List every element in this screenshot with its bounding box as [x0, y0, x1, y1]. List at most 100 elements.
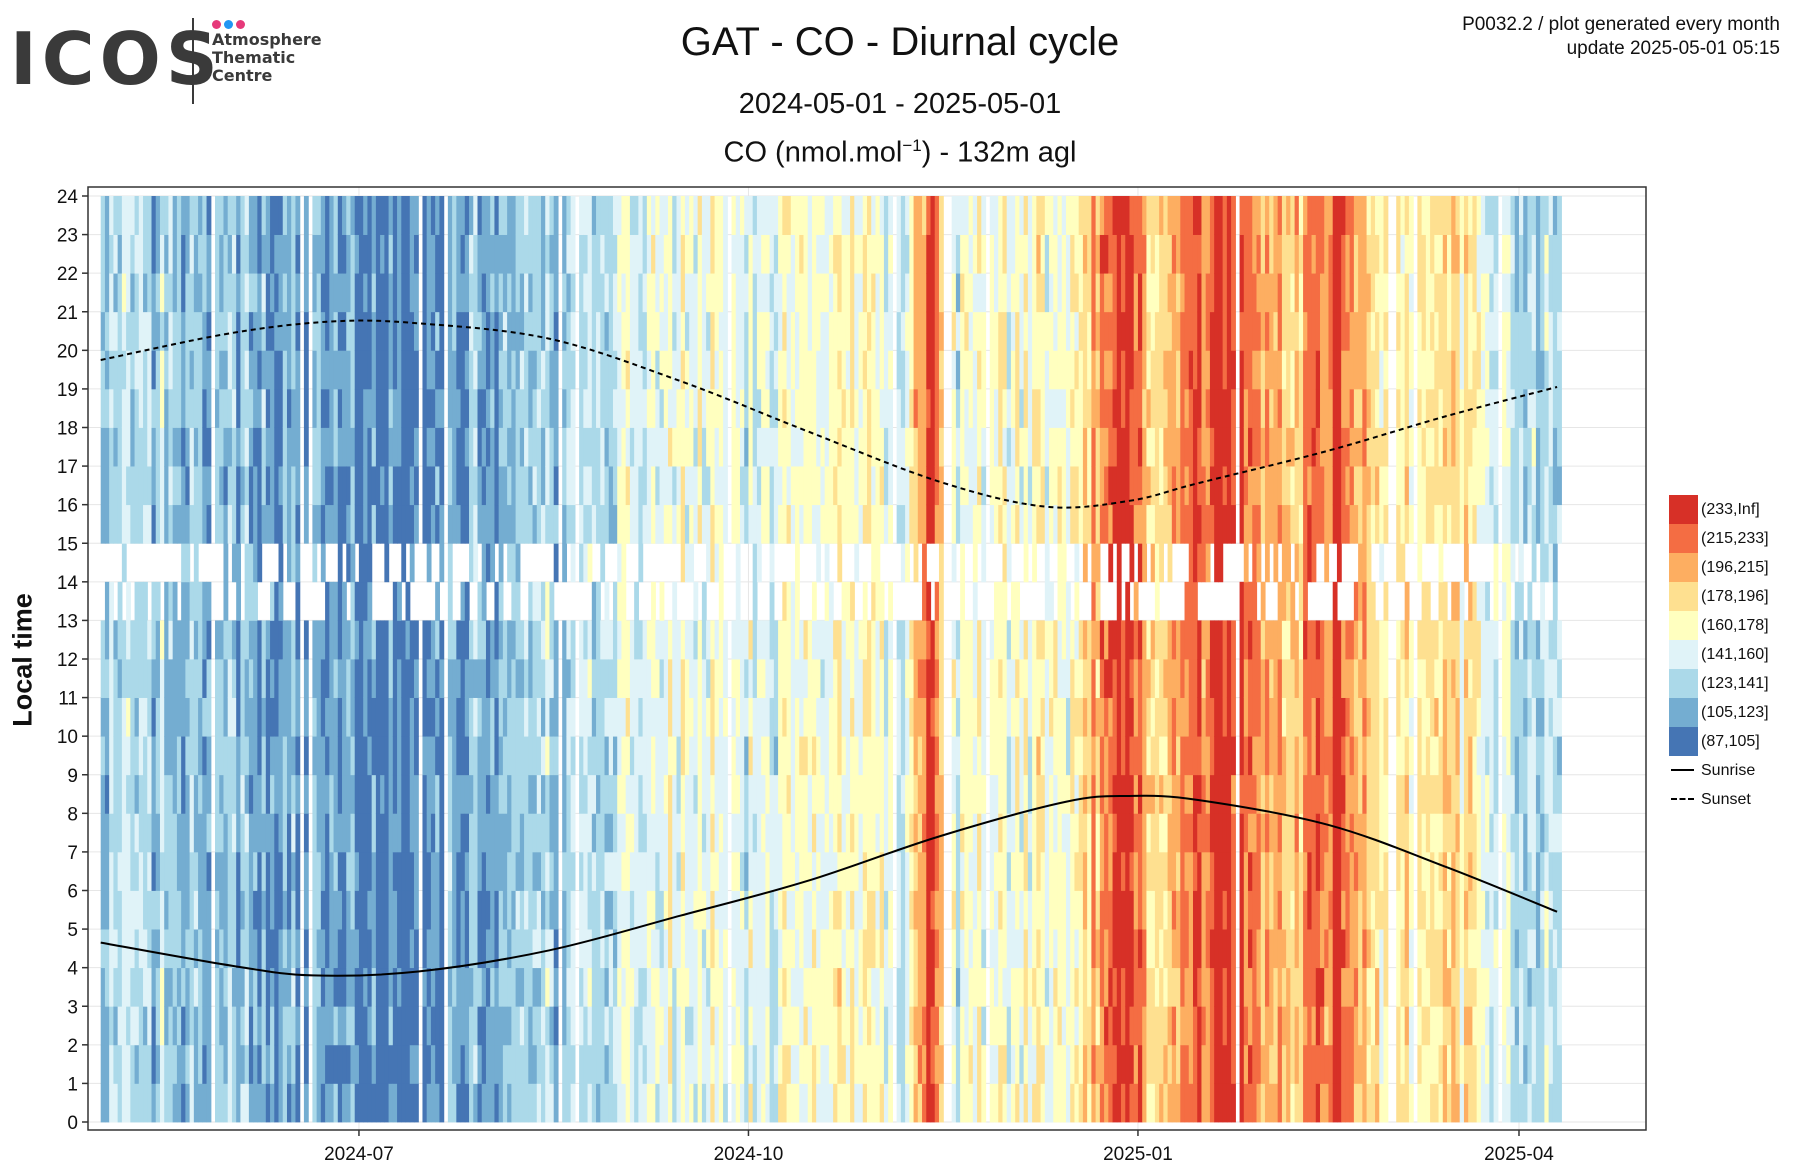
heatmap-cell — [231, 196, 237, 235]
heatmap-cell — [1061, 929, 1067, 969]
heatmap-cell — [1049, 581, 1054, 621]
heatmap-cell — [316, 967, 322, 1007]
heatmap-cell — [384, 1044, 390, 1084]
heatmap-cell — [672, 967, 678, 1007]
heatmap-cell — [536, 311, 542, 351]
heatmap-cell — [494, 620, 500, 660]
heatmap-cell — [109, 659, 115, 698]
heatmap-cell — [875, 967, 881, 1007]
heatmap-cell — [883, 1044, 889, 1084]
heatmap-cell — [367, 1044, 373, 1084]
heatmap-cell — [109, 890, 115, 930]
heatmap-cell — [841, 620, 847, 660]
heatmap-cell — [291, 620, 297, 660]
heatmap-cell — [430, 466, 436, 506]
heatmap-cell — [469, 543, 474, 583]
heatmap-cell — [265, 273, 271, 313]
heatmap-cell — [270, 697, 275, 737]
heatmap-cell — [1044, 273, 1050, 313]
heatmap-cell — [782, 350, 788, 390]
heatmap-cell — [1027, 504, 1033, 544]
heatmap-cell — [917, 388, 923, 428]
heatmap-cell — [257, 504, 263, 544]
heatmap-cell — [1006, 543, 1012, 583]
heatmap-cell — [587, 1083, 593, 1123]
heatmap-cell — [164, 427, 170, 467]
heatmap-cell — [596, 813, 601, 853]
heatmap-cell — [1057, 697, 1063, 737]
heatmap-cell — [938, 388, 944, 428]
heatmap-cell — [600, 1083, 606, 1123]
heatmap-cell — [244, 929, 250, 969]
heatmap-cell — [363, 196, 369, 235]
heatmap-cell — [422, 311, 428, 351]
heatmap-cell — [155, 813, 161, 853]
heatmap-cell — [422, 466, 428, 506]
heatmap-cell — [1036, 427, 1042, 467]
heatmap-cell — [511, 311, 517, 351]
heatmap-cell — [481, 1044, 487, 1084]
heatmap-cell — [765, 736, 771, 776]
heatmap-cell — [629, 929, 635, 969]
heatmap-cell — [659, 466, 665, 506]
heatmap-cell — [803, 620, 809, 660]
heatmap-cell — [1002, 1044, 1008, 1084]
heatmap-cell — [888, 273, 894, 313]
heatmap-cell — [697, 620, 703, 660]
heatmap-cell — [926, 388, 932, 428]
heatmap-cell — [380, 1044, 385, 1084]
heatmap-cell — [600, 350, 606, 390]
heatmap-cell — [968, 659, 974, 698]
heatmap-cell — [452, 504, 457, 544]
heatmap-cell — [1023, 427, 1029, 467]
heatmap-cell — [570, 543, 576, 583]
heatmap-cell — [392, 890, 398, 930]
heatmap-cell — [270, 388, 275, 428]
heatmap-cell — [130, 273, 136, 313]
heatmap-cell — [684, 659, 690, 698]
heatmap-cell — [354, 659, 360, 698]
heatmap-cell — [1061, 774, 1067, 814]
heatmap-cell — [181, 890, 186, 930]
heatmap-cell — [867, 273, 872, 313]
heatmap-cell — [388, 504, 394, 544]
heatmap-cell — [215, 388, 220, 428]
heatmap-cell — [409, 466, 415, 506]
heatmap-cell — [790, 1006, 796, 1046]
heatmap-cell — [278, 311, 284, 351]
heatmap-cell — [591, 388, 597, 428]
heatmap-cell — [761, 504, 766, 544]
heatmap-cell — [634, 311, 639, 351]
heatmap-cell — [820, 427, 826, 467]
heatmap-cell — [803, 273, 809, 313]
heatmap-cell — [325, 967, 330, 1007]
heatmap-cell — [1032, 388, 1037, 428]
heatmap-cell — [375, 466, 381, 506]
heatmap-cell — [752, 427, 758, 467]
heatmap-cell — [756, 890, 762, 930]
heatmap-cell — [113, 1006, 119, 1046]
heatmap-cell — [888, 350, 894, 390]
heatmap-cell — [638, 813, 644, 853]
heatmap-cell — [519, 350, 525, 390]
heatmap-cell — [710, 659, 716, 698]
heatmap-cell — [579, 620, 584, 660]
heatmap-cell — [570, 350, 576, 390]
heatmap-cell — [346, 466, 352, 506]
heatmap-cell — [824, 273, 830, 313]
heatmap-cell — [189, 851, 195, 891]
heatmap-cell — [172, 1083, 178, 1123]
heatmap-cell — [756, 466, 762, 506]
heatmap-cell — [333, 427, 339, 467]
heatmap-cell — [452, 851, 457, 891]
heatmap-cell — [828, 813, 834, 853]
heatmap-cell — [1053, 427, 1059, 467]
heatmap-cell — [646, 1044, 652, 1084]
heatmap-cell — [155, 620, 161, 660]
heatmap-cell — [316, 659, 322, 698]
heatmap-cell — [104, 659, 110, 698]
heatmap-cell — [765, 659, 771, 698]
heatmap-cell — [608, 350, 614, 390]
heatmap-cell — [1044, 581, 1050, 621]
heatmap-cell — [477, 273, 483, 313]
